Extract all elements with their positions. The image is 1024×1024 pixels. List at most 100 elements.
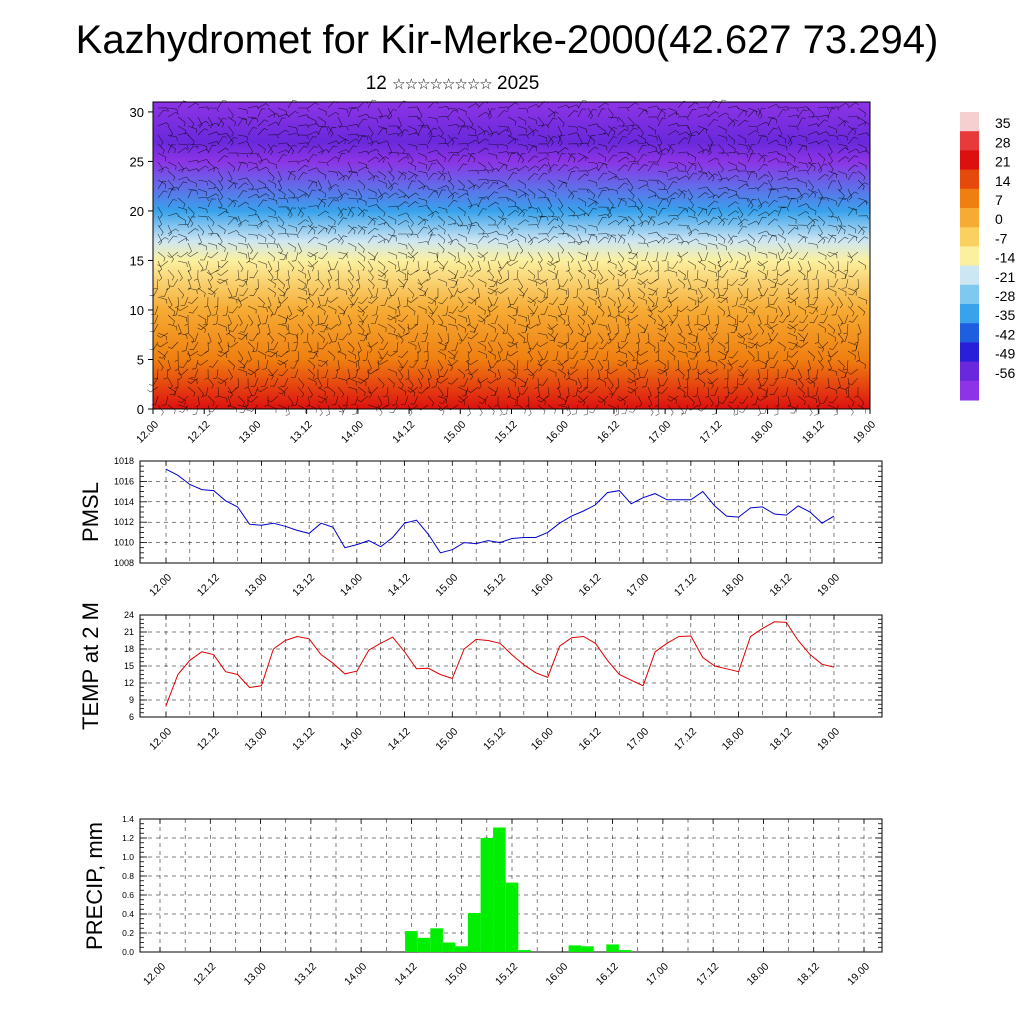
wind-barb <box>187 159 200 164</box>
wind-barb <box>747 242 757 252</box>
wind-barb <box>547 150 560 155</box>
wind-barb <box>627 161 639 166</box>
wind-barb <box>287 197 299 202</box>
x-tick-label: 16.00 <box>529 726 556 753</box>
wind-barb <box>157 122 170 127</box>
wind-barb <box>197 143 208 151</box>
wind-barb <box>397 172 408 181</box>
wind-barb <box>569 341 579 350</box>
wind-barb <box>627 260 636 270</box>
y-tick-label: 0.0 <box>122 947 134 957</box>
wind-barb <box>537 287 546 298</box>
wind-barb <box>692 386 699 398</box>
wind-barb <box>177 215 187 225</box>
wind-barb <box>837 377 841 390</box>
wind-barb <box>197 224 205 236</box>
wind-barb <box>467 197 473 210</box>
wind-barb <box>615 278 620 291</box>
wind-barb <box>217 323 227 332</box>
wind-barb <box>476 287 481 300</box>
wind-barb <box>337 170 345 182</box>
wind-barb <box>577 395 586 406</box>
wind-barb <box>837 215 843 228</box>
wind-barb <box>577 377 582 390</box>
wind-barb <box>807 161 816 172</box>
wind-barb <box>387 305 397 314</box>
wind-barb <box>447 251 456 261</box>
wind-barb <box>307 368 315 380</box>
wind-barb <box>207 305 212 318</box>
wind-barb <box>517 404 526 414</box>
wind-barb <box>357 314 364 326</box>
wind-barb <box>812 368 819 379</box>
wind-barb <box>577 134 583 147</box>
wind-barb <box>377 192 389 199</box>
wind-barb <box>628 305 639 314</box>
wind-barb <box>346 368 351 381</box>
wind-barb <box>337 138 349 145</box>
wind-barb <box>377 152 385 164</box>
wind-barb <box>843 323 849 335</box>
wind-barb <box>427 149 440 154</box>
wind-barb <box>525 395 530 408</box>
wind-barb <box>557 395 566 405</box>
wind-barb <box>377 238 390 244</box>
wind-barb <box>437 170 446 181</box>
wind-barb <box>487 368 497 378</box>
wind-barb <box>507 227 519 235</box>
wind-barb <box>267 188 276 199</box>
precip-bar <box>618 950 632 952</box>
wind-barb <box>617 251 625 263</box>
wind-barb <box>207 198 216 208</box>
wind-barb <box>567 251 574 263</box>
wind-barb <box>540 350 549 360</box>
wind-barb <box>307 189 317 199</box>
colorbar-label: 35 <box>995 115 1011 131</box>
wind-barb <box>157 296 168 304</box>
wind-barb <box>657 188 669 194</box>
wind-barb <box>307 205 320 210</box>
wind-barb <box>777 251 782 264</box>
wind-barb <box>447 314 456 324</box>
x-tick-label: 15.12 <box>493 419 520 446</box>
wind-barb <box>487 215 496 225</box>
wind-barb <box>257 199 268 208</box>
wind-barb <box>817 197 829 202</box>
wind-barb <box>757 107 763 120</box>
wind-barb <box>227 199 238 208</box>
wind-barb <box>477 130 490 136</box>
wind-barb <box>227 332 236 343</box>
wind-barb <box>380 296 389 306</box>
wind-barb <box>257 193 270 199</box>
wind-barb <box>592 260 599 272</box>
wind-barb <box>327 278 331 291</box>
wind-barb <box>647 314 656 325</box>
wind-barb <box>267 350 279 358</box>
wind-barb <box>270 377 279 387</box>
wind-barb <box>357 113 370 118</box>
wind-barb <box>552 269 559 280</box>
wind-barb <box>397 129 409 136</box>
wind-barb <box>437 172 448 181</box>
wind-barb <box>757 163 768 172</box>
wind-barb <box>655 260 660 272</box>
wind-barb <box>527 197 532 210</box>
wind-barb <box>362 350 369 362</box>
wind-barb <box>667 215 679 219</box>
wind-barb <box>197 165 209 172</box>
wind-barb <box>297 219 309 226</box>
wind-barb <box>697 377 706 388</box>
wind-barb <box>787 323 796 334</box>
wind-barb <box>807 116 819 121</box>
wind-barb <box>827 152 833 165</box>
wind-barb <box>237 368 247 377</box>
wind-barb <box>697 395 702 408</box>
wind-barb <box>831 305 839 316</box>
wind-barb <box>487 404 495 416</box>
wind-barb <box>587 109 597 118</box>
wind-barb <box>647 341 656 352</box>
wind-barb <box>237 116 247 125</box>
wind-barb <box>727 404 736 415</box>
wind-barb <box>617 260 623 273</box>
y-tick-label: 5 <box>137 352 144 367</box>
